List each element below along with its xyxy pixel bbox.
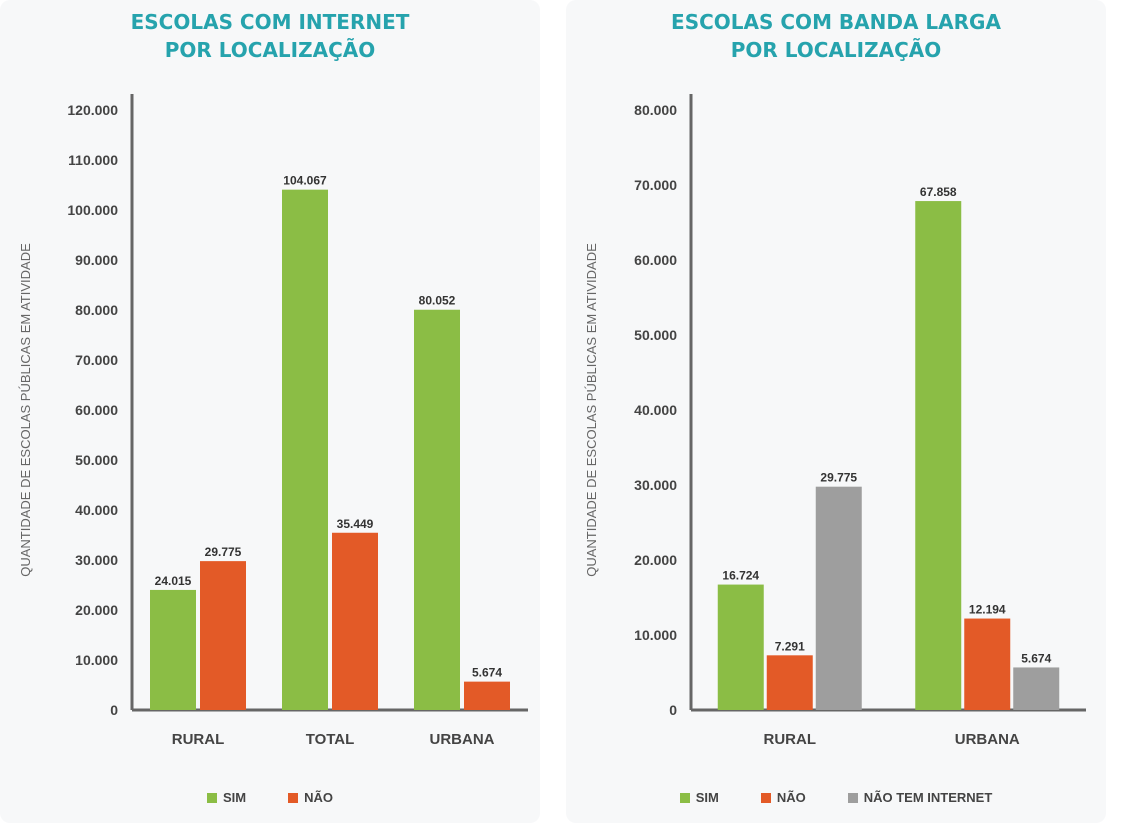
x-tick-label: RURAL [172, 731, 225, 748]
y-tick-label: 60.000 [75, 402, 118, 418]
bar [332, 532, 378, 710]
chart-legend: SIM NÃO [0, 790, 540, 805]
y-tick-label: 50.000 [634, 327, 677, 343]
data-label: 29.775 [205, 545, 242, 559]
y-tick-label: 80.000 [634, 102, 677, 118]
data-label: 24.015 [155, 574, 192, 588]
y-tick-label: 40.000 [634, 402, 677, 418]
y-axis-label: QUANTIDADE DE ESCOLAS PÚBLICAS EM ATIVID… [18, 243, 33, 577]
bar [964, 618, 1011, 710]
x-tick-label: URBANA [430, 731, 495, 748]
y-tick-label: 120.000 [67, 102, 118, 118]
bar-chart-internet: QUANTIDADE DE ESCOLAS PÚBLICAS EM ATIVID… [18, 94, 528, 748]
y-tick-label: 110.000 [68, 152, 118, 168]
y-tick-label: 0 [110, 702, 118, 718]
y-tick-label: 30.000 [634, 477, 677, 493]
chart-title-line-1: ESCOLAS COM BANDA LARGA [671, 10, 1001, 34]
y-tick-label: 10.000 [75, 652, 118, 668]
y-tick-label: 30.000 [75, 552, 118, 568]
chart-title: ESCOLAS COM INTERNET POR LOCALIZAÇÃO [0, 8, 540, 64]
bar [464, 681, 510, 710]
data-label: 12.194 [969, 603, 1006, 617]
legend-label: SIM [222, 790, 247, 805]
data-label: 16.724 [722, 569, 759, 583]
legend-item: SIM [206, 790, 247, 805]
legend-label: SIM [695, 790, 719, 805]
y-tick-label: 60.000 [634, 252, 677, 268]
bar [815, 486, 862, 710]
chart-title: ESCOLAS COM BANDA LARGA POR LOCALIZAÇÃO [566, 8, 1106, 64]
y-tick-label: 90.000 [75, 252, 118, 268]
data-label: 67.858 [920, 185, 957, 199]
bar [414, 309, 460, 710]
y-tick-label: 100.000 [67, 202, 118, 218]
chart-legend: SIM NÃO NÃO TEM INTERNET [566, 790, 1106, 805]
data-label: 80.052 [419, 294, 456, 308]
data-label: 35.449 [337, 517, 374, 531]
y-tick-label: 70.000 [75, 352, 118, 368]
y-tick-label: 20.000 [75, 602, 118, 618]
legend-swatch [288, 792, 299, 803]
bar [150, 589, 196, 710]
legend-item: NÃO [760, 790, 806, 805]
data-label: 7.291 [775, 639, 805, 653]
bar [282, 189, 328, 711]
legend-item: NÃO TEM INTERNET [847, 790, 993, 805]
y-tick-label: 80.000 [75, 302, 118, 318]
chart-panel-broadband: ESCOLAS COM BANDA LARGA POR LOCALIZAÇÃO … [566, 0, 1106, 823]
y-tick-label: 50.000 [75, 452, 118, 468]
legend-item: SIM [679, 790, 719, 805]
legend-label: NÃO [776, 790, 806, 805]
chart-title-line-2: POR LOCALIZAÇÃO [730, 38, 942, 62]
x-tick-label: TOTAL [306, 731, 355, 748]
legend-label: NÃO TEM INTERNET [863, 790, 993, 805]
legend-swatch [760, 792, 771, 803]
y-tick-label: 20.000 [634, 552, 677, 568]
bar [200, 561, 246, 710]
bar [717, 584, 764, 710]
data-label: 5.674 [472, 666, 502, 680]
y-tick-label: 40.000 [75, 502, 118, 518]
legend-swatch [206, 792, 217, 803]
x-tick-label: URBANA [955, 731, 1020, 748]
chart-panel-internet: ESCOLAS COM INTERNET POR LOCALIZAÇÃO QUA… [0, 0, 540, 823]
y-tick-label: 0 [669, 702, 677, 718]
data-label: 104.067 [283, 174, 327, 188]
data-label: 5.674 [1021, 651, 1051, 665]
chart-title-line-1: ESCOLAS COM INTERNET [130, 10, 410, 34]
legend-swatch [679, 792, 690, 803]
y-tick-label: 70.000 [634, 177, 677, 193]
legend-item: NÃO [288, 790, 333, 805]
legend-label: NÃO [304, 790, 333, 805]
x-tick-label: RURAL [764, 731, 817, 748]
bar [915, 201, 962, 710]
bar [766, 655, 813, 710]
y-axis-label: QUANTIDADE DE ESCOLAS PÚBLICAS EM ATIVID… [584, 243, 599, 577]
bar [1013, 667, 1060, 710]
data-label: 29.775 [820, 471, 857, 485]
bar-chart-broadband: QUANTIDADE DE ESCOLAS PÚBLICAS EM ATIVID… [584, 94, 1086, 748]
y-tick-label: 10.000 [634, 627, 677, 643]
legend-swatch [847, 792, 858, 803]
chart-title-line-2: POR LOCALIZAÇÃO [164, 38, 376, 62]
